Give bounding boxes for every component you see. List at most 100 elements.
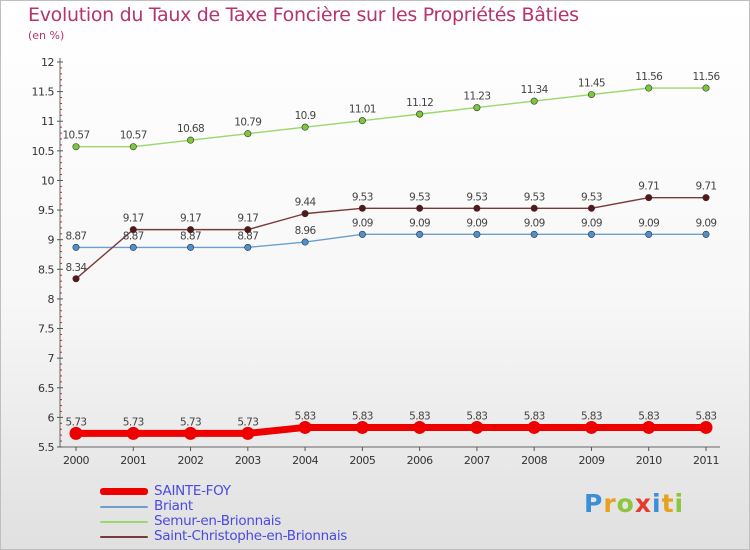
data-label: 5.73 (237, 416, 258, 428)
data-label: 9.71 (638, 181, 659, 193)
logo-letter: P (584, 489, 604, 518)
data-label: 11.45 (578, 78, 605, 90)
data-point (244, 130, 252, 138)
data-label: 5.83 (295, 410, 316, 422)
y-tick-label: 7 (48, 352, 55, 365)
data-point (530, 204, 538, 212)
data-point (645, 194, 653, 202)
y-tick-label: 11 (41, 115, 54, 128)
y-tick-label: 9 (48, 234, 55, 247)
data-label: 9.44 (295, 197, 317, 209)
data-label: 11.56 (692, 71, 720, 83)
data-label: 8.96 (295, 225, 317, 237)
data-label: 5.83 (696, 410, 717, 422)
data-point (416, 204, 424, 212)
data-point (72, 275, 80, 283)
proxiti-logo: Proxiti (584, 489, 684, 518)
data-point (699, 420, 713, 434)
data-point (187, 226, 195, 234)
data-point (587, 204, 595, 212)
data-point (473, 104, 481, 112)
data-point (358, 204, 366, 212)
data-label: 9.71 (696, 181, 717, 193)
legend-label: SAINTE-FOY (154, 483, 231, 499)
y-tick-label: 9.5 (38, 204, 54, 217)
data-point (530, 97, 538, 105)
data-point (358, 230, 366, 238)
x-tick-label: 2002 (178, 454, 204, 467)
legend-label: Semur-en-Brionnais (154, 513, 281, 529)
data-point (702, 194, 710, 202)
y-tick-label: 12 (41, 56, 54, 69)
y-tick-label: 8 (48, 293, 55, 306)
data-label: 9.17 (180, 213, 201, 225)
data-label: 8.34 (66, 262, 88, 274)
data-point (530, 230, 538, 238)
data-point (187, 136, 195, 144)
y-tick-label: 8.5 (38, 263, 54, 276)
x-tick-label: 2008 (521, 454, 547, 467)
logo-letter: o (616, 489, 635, 518)
data-label: 9.09 (466, 217, 487, 229)
data-point (702, 84, 710, 92)
legend-swatch (100, 488, 148, 495)
logo-letter: t (661, 489, 675, 518)
data-label: 9.09 (696, 217, 717, 229)
data-label: 8.87 (180, 230, 201, 242)
data-point (241, 426, 255, 440)
logo-letter: r (603, 489, 617, 518)
data-label: 9.53 (581, 191, 602, 203)
data-label: 9.53 (352, 191, 373, 203)
x-tick-label: 2009 (578, 454, 604, 467)
data-point (69, 426, 83, 440)
data-label: 5.73 (123, 416, 144, 428)
data-point (298, 420, 312, 434)
data-point (584, 420, 598, 434)
y-tick-label: 10.5 (32, 145, 55, 158)
data-point (527, 420, 541, 434)
data-point (129, 243, 137, 251)
data-label: 9.09 (524, 217, 545, 229)
data-label: 9.09 (581, 217, 602, 229)
data-point (473, 204, 481, 212)
x-tick-label: 2000 (63, 454, 89, 467)
data-label: 5.83 (409, 410, 430, 422)
data-point (301, 210, 309, 218)
data-label: 9.17 (237, 213, 258, 225)
data-label: 9.17 (123, 213, 144, 225)
data-point (244, 226, 252, 234)
data-point (244, 243, 252, 251)
x-tick-label: 2006 (407, 454, 433, 467)
series-line-0 (72, 423, 710, 437)
data-label: 10.79 (234, 117, 261, 129)
data-label: 8.87 (66, 230, 87, 242)
data-label: 9.53 (466, 191, 487, 203)
data-label: 8.87 (123, 230, 144, 242)
data-point (72, 143, 80, 151)
series-line-1 (75, 233, 707, 249)
data-point (470, 420, 484, 434)
x-tick-label: 2005 (349, 454, 375, 467)
data-point (358, 117, 366, 125)
data-point (416, 230, 424, 238)
data-label: 5.73 (66, 416, 87, 428)
data-point (645, 84, 653, 92)
data-label: 11.34 (521, 84, 549, 96)
data-label: 5.83 (581, 410, 602, 422)
x-tick-label: 2004 (292, 454, 318, 467)
data-point (416, 110, 424, 118)
data-label: 9.53 (524, 191, 545, 203)
data-label: 5.83 (524, 410, 545, 422)
data-label: 10.57 (62, 130, 89, 142)
data-point (645, 230, 653, 238)
page-title: Evolution du Taux de Taxe Foncière sur l… (28, 4, 579, 26)
x-tick-label: 2001 (120, 454, 146, 467)
data-point (126, 426, 140, 440)
data-label: 5.83 (352, 410, 373, 422)
x-tick-label: 2010 (636, 454, 662, 467)
data-point (413, 420, 427, 434)
y-tick-label: 5.5 (38, 441, 54, 454)
data-label: 11.12 (406, 97, 433, 109)
y-tick-label: 6 (48, 411, 55, 424)
